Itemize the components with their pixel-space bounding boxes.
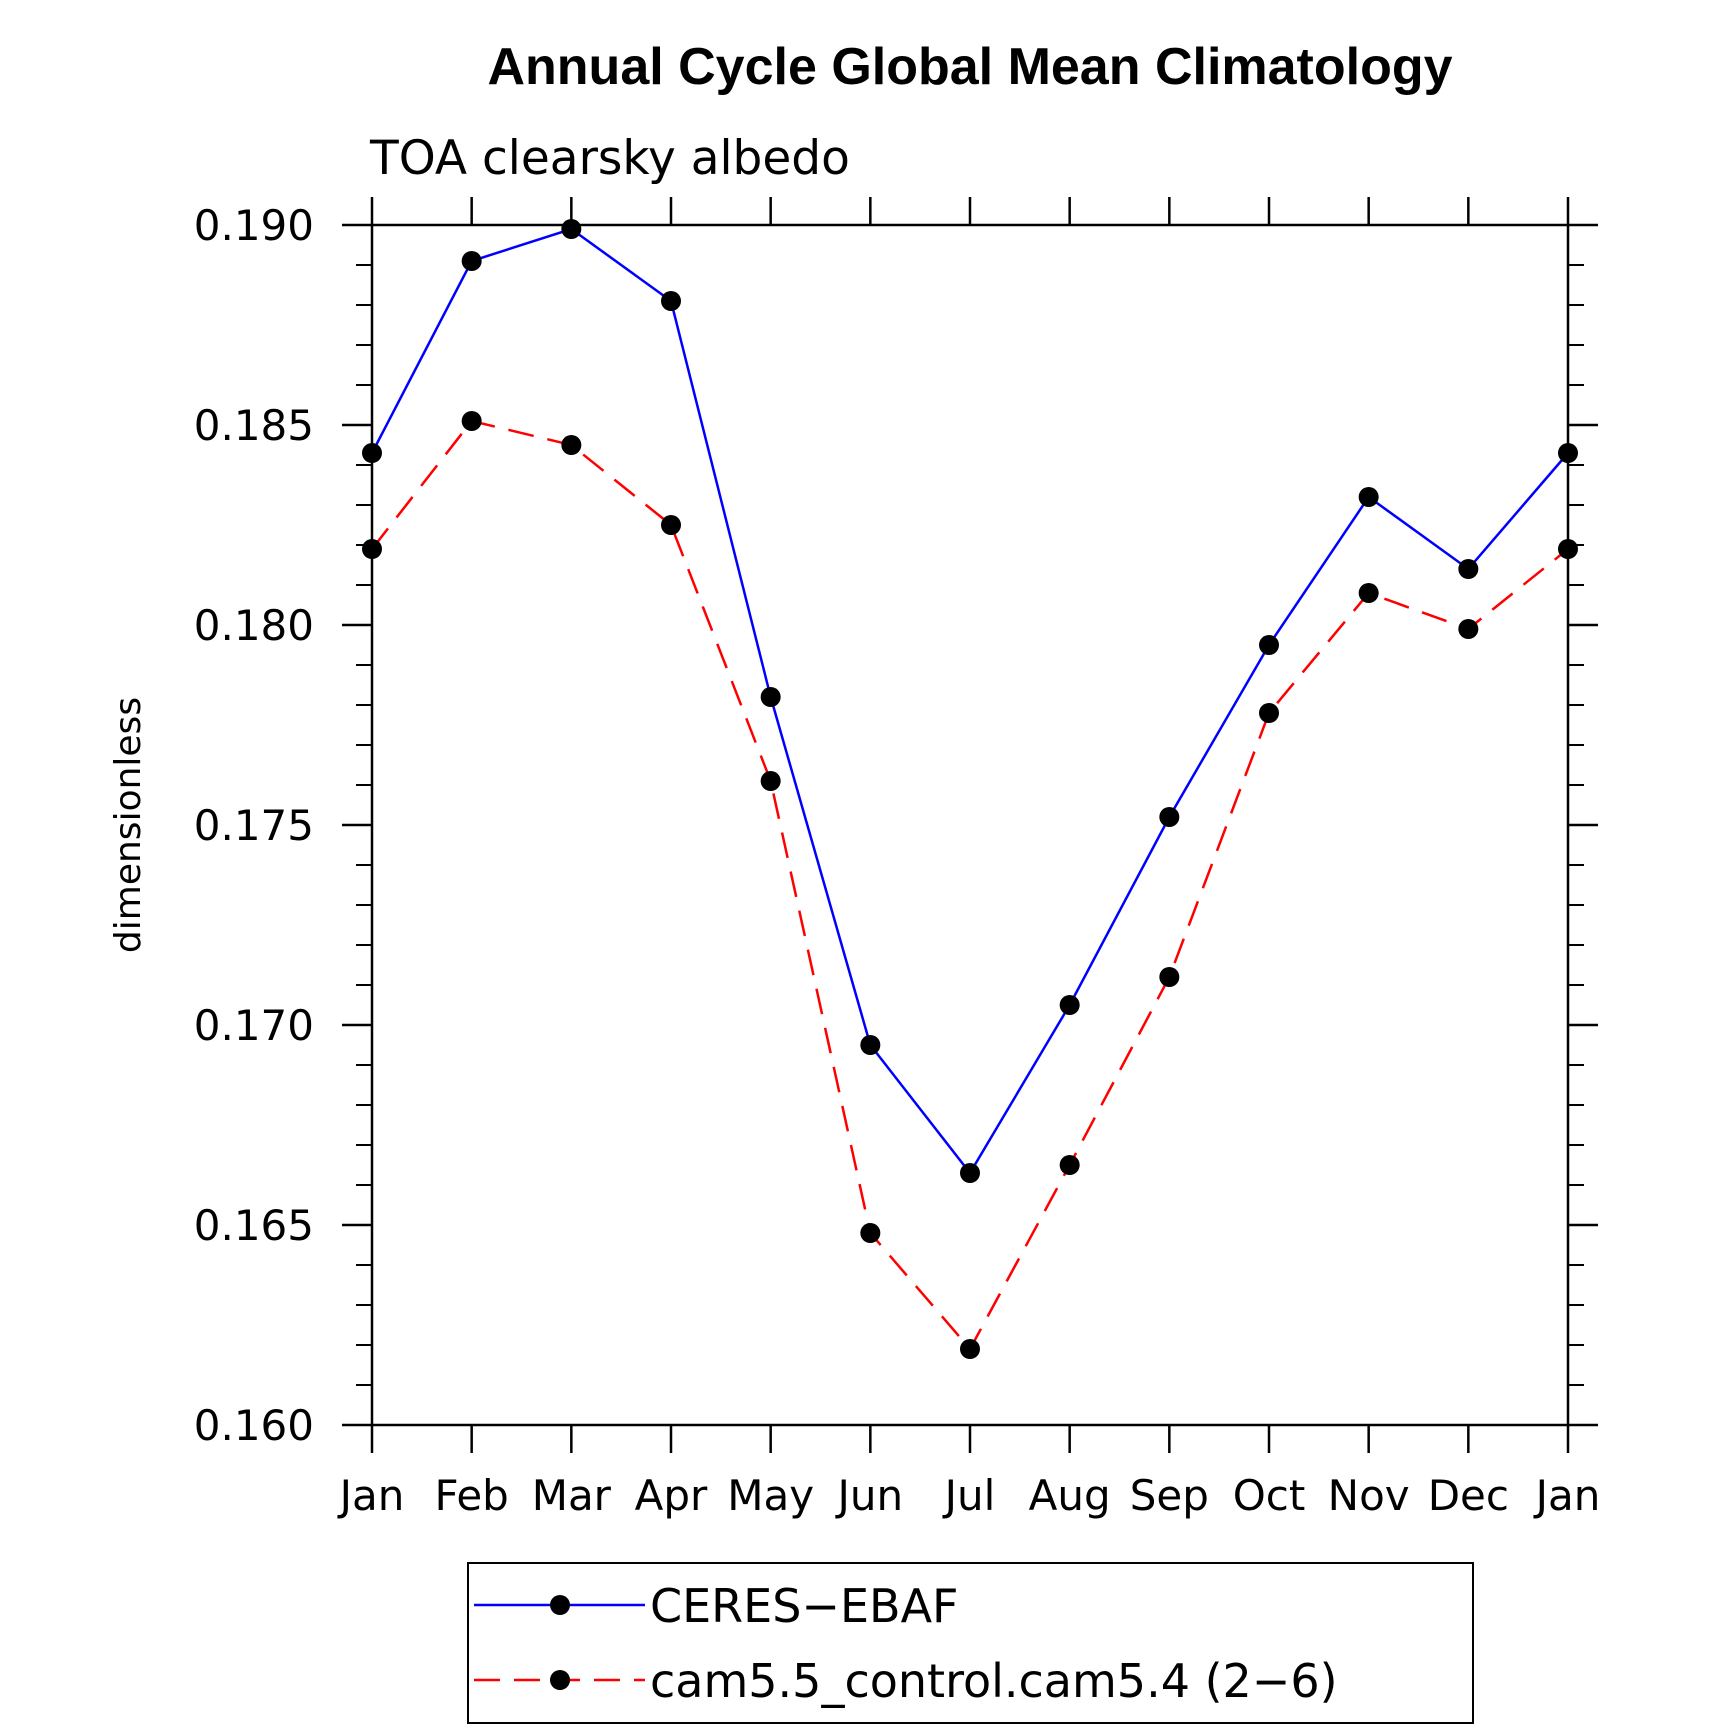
y-tick-label: 0.160 — [194, 1401, 314, 1450]
data-point — [1458, 559, 1479, 579]
x-tick-label: Jul — [942, 1471, 996, 1520]
data-point — [760, 771, 781, 791]
x-tick-label: Dec — [1428, 1471, 1509, 1520]
data-point — [1458, 619, 1479, 639]
x-tick-label: Feb — [434, 1471, 508, 1520]
data-point — [1259, 703, 1279, 723]
data-point — [461, 411, 482, 431]
data-point — [1259, 635, 1279, 655]
data-point — [461, 251, 482, 271]
series-line-2 — [371, 419, 1569, 1352]
data-point — [1159, 967, 1180, 987]
x-tick-label: Nov — [1328, 1471, 1410, 1520]
data-point — [362, 443, 382, 463]
series-1 — [362, 219, 1578, 1183]
x-tick-label: Mar — [532, 1471, 612, 1520]
chart-subtitle: TOA clearsky albedo — [369, 131, 850, 186]
x-tick-label: Aug — [1029, 1471, 1111, 1520]
y-tick-label: 0.180 — [194, 601, 314, 650]
axes: 0.160 0.165 0.170 0.175 0.180 0.185 0.190 Jan Fe… — [194, 197, 1601, 1520]
y-tick-label: 0.185 — [194, 401, 314, 450]
y-tick-label: 0.165 — [194, 1201, 314, 1250]
chart-title: Annual Cycle Global Mean Climatology — [487, 38, 1452, 96]
legend-marker-ceres — [550, 1595, 570, 1615]
data-point — [561, 435, 582, 455]
data-point — [760, 687, 781, 707]
data-point — [960, 1163, 980, 1183]
x-tick-label: Apr — [635, 1471, 708, 1520]
y-tick-label: 0.190 — [194, 201, 314, 250]
legend-box — [467, 1562, 1474, 1724]
x-tick-label: Jun — [835, 1471, 904, 1520]
legend-label-cam: cam5.5_control.cam5.4 (2−6) — [650, 1654, 1338, 1708]
series-layer — [362, 219, 1578, 1359]
data-point — [1059, 995, 1080, 1015]
plot-frame — [370, 223, 1570, 1427]
data-point — [1159, 807, 1180, 827]
x-tick-label: Jan — [337, 1471, 405, 1520]
data-point — [860, 1035, 881, 1055]
y-tick-label: 0.175 — [194, 801, 314, 850]
series-line-1 — [370, 227, 1569, 1176]
data-point — [661, 291, 681, 311]
data-point — [1558, 443, 1578, 463]
legend-entry-ceres: CERES−EBAF — [474, 1579, 959, 1633]
data-point — [1358, 583, 1379, 603]
data-point — [1358, 487, 1379, 507]
y-tick-label: 0.170 — [194, 1001, 314, 1050]
data-point — [860, 1223, 881, 1243]
data-point — [960, 1339, 980, 1359]
data-point — [561, 219, 582, 239]
legend-label-ceres: CERES−EBAF — [650, 1579, 959, 1633]
x-tick-label: Sep — [1130, 1471, 1209, 1520]
x-tick-label: May — [727, 1471, 814, 1520]
data-point — [661, 515, 681, 535]
legend-marker-cam — [550, 1670, 570, 1690]
x-tick-label: Oct — [1233, 1471, 1306, 1520]
data-point — [1558, 539, 1578, 559]
legend: CERES−EBAF cam5.5_control.cam5.4 (2−6) — [467, 1562, 1474, 1724]
x-tick-label: Jan — [1533, 1471, 1601, 1520]
y-axis-label: dimensionless — [108, 697, 149, 953]
data-point — [1059, 1155, 1080, 1175]
legend-entry-cam: cam5.5_control.cam5.4 (2−6) — [474, 1654, 1338, 1708]
series-2 — [362, 411, 1578, 1359]
data-point — [362, 539, 382, 559]
